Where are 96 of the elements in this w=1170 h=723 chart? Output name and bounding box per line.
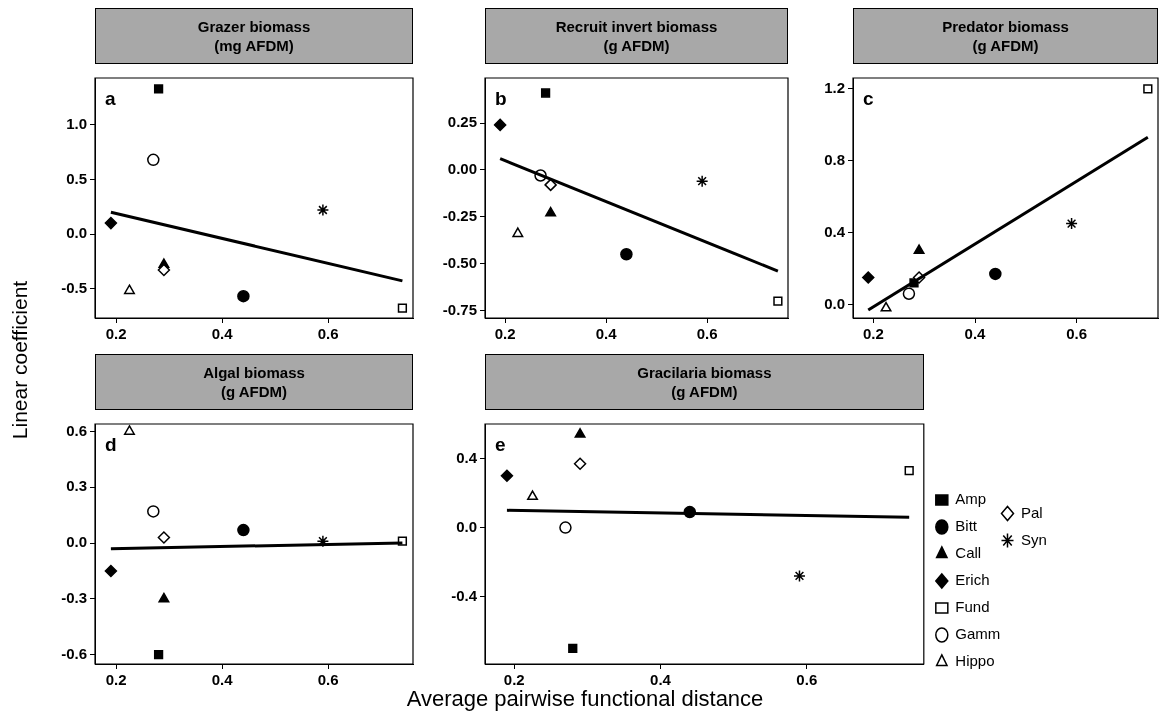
annotation: a (105, 87, 116, 109)
x-axis-title: Average pairwise functional distance (406, 686, 764, 711)
legend-label: Pal (1021, 503, 1043, 521)
y-tick-label: 1.2 (824, 78, 845, 96)
y-tick-label: -0.50 (442, 253, 477, 271)
legend-label: Gamm (955, 625, 1001, 643)
point (147, 153, 160, 167)
chart-title: Grazer biomass (mg AFDM) (95, 8, 413, 64)
y-tick-label: 0.6 (66, 421, 87, 439)
point (1143, 84, 1153, 94)
legend-label: Amp (955, 490, 987, 508)
point (123, 284, 135, 295)
legend-label: Syn (1021, 530, 1047, 548)
chart-title: Recruit invert biomass (g AFDM) (485, 8, 788, 64)
point (500, 469, 514, 483)
chart-title: Gracilaria biomass (g AFDM) (485, 354, 924, 410)
y-tick-label: 0.0 (456, 517, 477, 535)
x-tick-label: 0.2 (494, 325, 516, 343)
annotation: c (863, 87, 874, 109)
point (913, 244, 925, 255)
point (545, 206, 557, 217)
point (237, 289, 250, 303)
y-tick-label: 0.8 (824, 150, 845, 168)
point (153, 84, 164, 94)
y-tick-label: -0.6 (61, 644, 87, 662)
y-tick-label: 0.00 (447, 160, 477, 178)
y-tick-label: 0.5 (66, 169, 87, 187)
point (157, 531, 171, 544)
x-tick-label: 0.4 (595, 325, 618, 343)
x-tick-label: 0.2 (503, 671, 525, 689)
point (123, 425, 135, 435)
legend-label: Hippo (955, 652, 995, 670)
y-tick-label: 0.0 (66, 224, 87, 242)
annotation: e (495, 433, 506, 455)
legend-label: Call (955, 544, 982, 562)
point (237, 523, 250, 537)
point (568, 643, 578, 654)
point (574, 428, 586, 438)
point (573, 457, 587, 470)
x-tick-label: 0.4 (211, 671, 234, 689)
annotation: b (495, 87, 507, 109)
point (1065, 217, 1078, 230)
x-tick-label: 0.6 (317, 325, 339, 343)
x-tick-label: 0.2 (862, 325, 884, 343)
x-tick-label: 0.4 (211, 325, 234, 343)
y-tick-label: -0.75 (442, 300, 477, 318)
point (880, 301, 892, 312)
point (397, 303, 408, 313)
x-tick-label: 0.4 (650, 671, 672, 689)
point (695, 174, 709, 188)
y-tick-label: -0.4 (451, 586, 478, 604)
x-tick-label: 0.6 (696, 325, 718, 343)
y-tick-label: -0.5 (61, 278, 87, 296)
legend-label: Fund (955, 598, 990, 616)
point (512, 227, 524, 238)
annotation: d (105, 433, 117, 455)
legend-label: Bitt (955, 517, 978, 535)
y-tick-label: 0.3 (66, 477, 87, 495)
point (544, 178, 557, 192)
point (527, 490, 539, 501)
y-tick-label: -0.25 (442, 206, 477, 224)
point (104, 216, 118, 230)
point (540, 88, 551, 98)
point (493, 118, 507, 132)
x-tick-label: 0.2 (105, 671, 127, 689)
chart-title: Predator biomass (g AFDM) (853, 8, 1158, 64)
point (104, 564, 118, 578)
point (904, 465, 914, 476)
point (862, 271, 875, 284)
point (559, 521, 572, 534)
legend-label: Erich (955, 571, 990, 589)
point (989, 267, 1002, 281)
x-tick-label: 0.6 (317, 671, 339, 689)
point (902, 287, 916, 300)
point (773, 296, 783, 306)
point (316, 203, 330, 217)
y-tick-label: -0.3 (61, 589, 87, 607)
y-tick-label: 1.0 (66, 115, 87, 133)
y-tick-label: 0.25 (447, 113, 477, 131)
point (153, 650, 164, 660)
point (793, 569, 806, 583)
x-tick-label: 0.2 (105, 325, 127, 343)
y-tick-label: 0.4 (824, 222, 846, 240)
point (157, 263, 171, 277)
point (158, 592, 170, 603)
point (147, 505, 160, 518)
x-tick-label: 0.6 (796, 671, 818, 689)
x-tick-label: 0.6 (1066, 325, 1088, 343)
point (620, 248, 633, 261)
y-tick-label: 0.0 (824, 294, 845, 312)
chart-title: Algal biomass (g AFDM) (95, 354, 413, 410)
x-tick-label: 0.4 (964, 325, 987, 343)
y-axis-title: Linear coefficient (8, 280, 32, 440)
point (316, 534, 330, 548)
y-tick-label: 0.4 (456, 448, 478, 466)
y-tick-label: 0.0 (66, 533, 87, 551)
